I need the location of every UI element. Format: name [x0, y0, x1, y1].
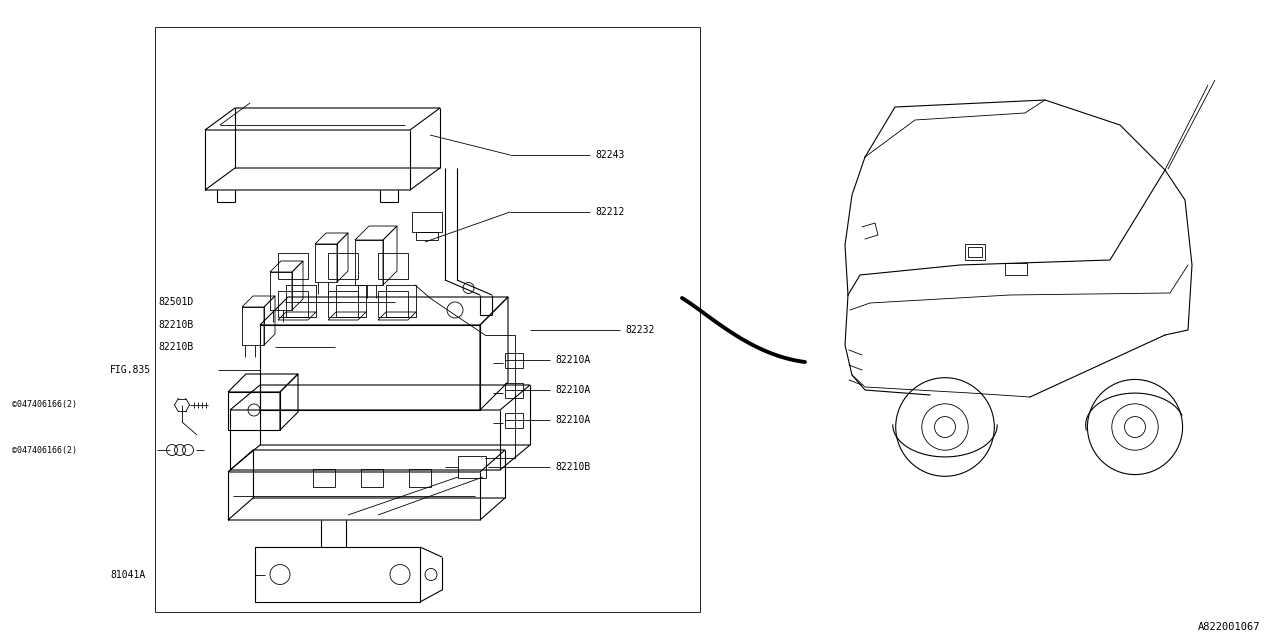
- Bar: [965, 244, 986, 260]
- Bar: [458, 456, 486, 478]
- Bar: [968, 247, 982, 257]
- Bar: [410, 469, 431, 487]
- Bar: [314, 469, 335, 487]
- Text: 82210A: 82210A: [556, 415, 590, 425]
- Bar: [278, 253, 308, 279]
- Text: 82210B: 82210B: [556, 462, 590, 472]
- Bar: [255, 547, 420, 602]
- Text: A822001067: A822001067: [1198, 622, 1260, 632]
- Text: 82210B: 82210B: [157, 342, 193, 352]
- Bar: [416, 232, 438, 240]
- Text: FIG.835: FIG.835: [110, 365, 151, 375]
- Text: ©047406166(2): ©047406166(2): [12, 445, 77, 454]
- Bar: [378, 253, 408, 279]
- Bar: [361, 469, 383, 487]
- Bar: [1005, 263, 1027, 275]
- Bar: [506, 383, 524, 398]
- Text: 82232: 82232: [625, 325, 654, 335]
- Bar: [328, 291, 358, 317]
- Text: 82212: 82212: [595, 207, 625, 217]
- Bar: [506, 413, 524, 428]
- Text: 82501D: 82501D: [157, 297, 193, 307]
- Bar: [155, 27, 700, 612]
- Text: 82210A: 82210A: [556, 355, 590, 365]
- Bar: [278, 291, 308, 317]
- Text: 81041A: 81041A: [110, 570, 145, 580]
- Bar: [412, 212, 442, 232]
- Text: 82210A: 82210A: [556, 385, 590, 395]
- Bar: [328, 253, 358, 279]
- Text: ©047406166(2): ©047406166(2): [12, 401, 77, 410]
- Bar: [378, 291, 408, 317]
- Bar: [506, 353, 524, 368]
- Text: 82243: 82243: [595, 150, 625, 160]
- Text: 82210B: 82210B: [157, 320, 193, 330]
